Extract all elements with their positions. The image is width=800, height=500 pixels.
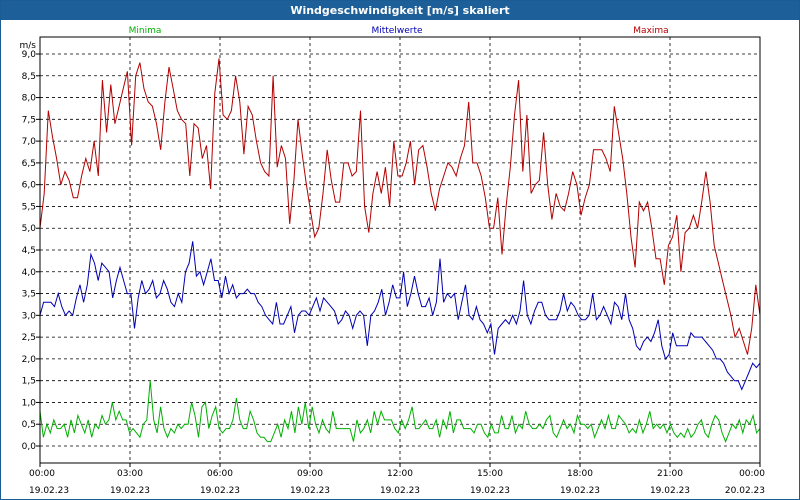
x-tick-time-label: 00:00 xyxy=(29,469,55,479)
plot-area-border xyxy=(39,36,761,464)
y-tick-label: 1,0 xyxy=(22,398,37,408)
legend-entry-maxima: Maxima xyxy=(633,26,668,36)
series-line-mittelwerte xyxy=(39,241,761,391)
y-tick-label: 6,5 xyxy=(22,159,36,169)
y-tick-label: 0,5 xyxy=(22,420,36,430)
y-tick-label: 5,0 xyxy=(22,224,37,234)
series-line-maxima xyxy=(39,58,761,355)
x-tick-time-label: 15:00 xyxy=(477,469,503,479)
series-lines xyxy=(39,58,761,443)
y-tick-label: 5,5 xyxy=(22,202,36,212)
x-tick-date-label: 19.02.23 xyxy=(470,486,510,496)
x-tick-date-label: 19.02.23 xyxy=(560,486,600,496)
x-tick-time-label: 00:00 xyxy=(739,469,765,479)
x-tick-time-label: 06:00 xyxy=(207,469,233,479)
legend-entry-mittelwerte: Mittelwerte xyxy=(371,26,422,36)
x-tick-time-label: 18:00 xyxy=(567,469,593,479)
y-tick-label: 2,0 xyxy=(22,355,37,365)
x-tick-time-label: 03:00 xyxy=(117,469,143,479)
x-tick-date-label: 19.02.23 xyxy=(650,486,690,496)
series-line-minima xyxy=(39,380,761,443)
y-tick-label: 2,5 xyxy=(22,333,36,343)
y-tick-label: 7,0 xyxy=(22,137,37,147)
y-tick-label: 8,0 xyxy=(22,94,37,104)
x-tick-date-label: 19.02.23 xyxy=(200,486,240,496)
legend: Minima Mittelwerte Maxima xyxy=(129,26,669,36)
y-tick-label: 8,5 xyxy=(22,72,36,82)
y-tick-label: 4,5 xyxy=(22,246,36,256)
y-tick-label: 9,0 xyxy=(22,50,37,60)
x-tick-time-label: 09:00 xyxy=(297,469,323,479)
x-axis: 00:00 19.02.23 03:00 19.02.23 06:00 19.02.23 0… xyxy=(29,463,765,496)
y-axis: m/s 0,0 0,5 1,0 1,5 2,0 2,5 3,0 3,5 4,0 4,5 5,0 5,5… xyxy=(20,41,40,452)
y-tick-label: 4,0 xyxy=(22,268,37,278)
y-tick-label: 0,0 xyxy=(22,442,37,452)
y-tick-label: 1,5 xyxy=(22,377,36,387)
x-tick-date-label: 19.02.23 xyxy=(290,486,330,496)
grid-lines xyxy=(40,37,760,463)
y-tick-label: 7,5 xyxy=(22,115,36,125)
chart-title: Windgeschwindigkeit [m/s] skaliert xyxy=(1,1,799,20)
x-tick-date-label: 20.02.23 xyxy=(725,486,765,496)
y-axis-label: m/s xyxy=(20,41,37,51)
x-tick-time-label: 12:00 xyxy=(387,469,413,479)
legend-entry-minima: Minima xyxy=(129,26,162,36)
y-tick-label: 6,0 xyxy=(22,181,37,191)
y-tick-label: 3,0 xyxy=(22,311,37,321)
x-tick-date-label: 19.02.23 xyxy=(29,486,69,496)
x-tick-date-label: 19.02.23 xyxy=(110,486,150,496)
x-tick-time-label: 21:00 xyxy=(657,469,683,479)
y-tick-label: 3,5 xyxy=(22,290,36,300)
x-tick-date-label: 19.02.23 xyxy=(380,486,420,496)
